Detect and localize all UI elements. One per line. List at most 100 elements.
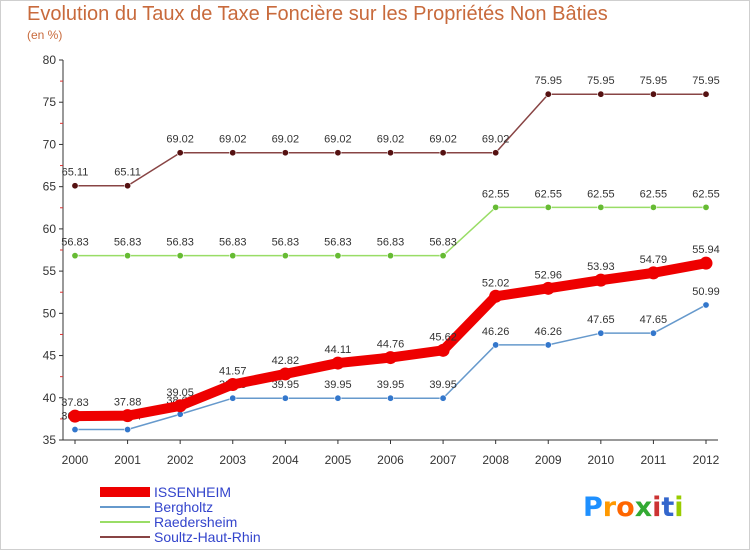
logo-letter: x — [634, 492, 653, 523]
data-label: 69.02 — [166, 134, 194, 146]
data-label: 62.55 — [640, 188, 668, 200]
legend-swatch — [100, 535, 150, 538]
data-label: 75.95 — [640, 75, 668, 87]
data-point — [281, 252, 289, 260]
data-point — [492, 149, 500, 157]
data-label: 39.95 — [272, 379, 300, 391]
y-tick-label: 35 — [43, 433, 57, 447]
data-label: 69.02 — [429, 134, 457, 146]
data-point — [226, 378, 240, 392]
data-label: 75.95 — [692, 75, 720, 87]
data-point — [334, 149, 342, 157]
logo-letter: i — [674, 492, 684, 523]
data-point — [649, 203, 657, 211]
data-label: 56.83 — [429, 237, 457, 249]
data-label: 46.26 — [534, 326, 562, 338]
x-tick-label: 2001 — [114, 453, 141, 467]
legend-swatch — [100, 486, 150, 497]
data-label: 44.11 — [325, 344, 352, 356]
data-label: 65.11 — [62, 167, 89, 179]
data-label: 37.88 — [114, 397, 142, 409]
data-point — [121, 409, 135, 423]
y-tick-label: 55 — [43, 264, 57, 278]
y-tick-label: 60 — [43, 222, 57, 236]
chart-subtitle: (en %) — [27, 28, 63, 42]
data-point — [281, 394, 289, 402]
legend-label: Raedersheim — [154, 513, 238, 530]
data-label: 69.02 — [324, 134, 352, 146]
y-tick-label: 70 — [43, 137, 57, 151]
data-label: 41.57 — [219, 366, 247, 378]
x-tick-label: 2006 — [377, 453, 404, 467]
data-label: 69.02 — [219, 134, 247, 146]
data-point — [594, 273, 608, 287]
data-label: 62.55 — [692, 188, 720, 200]
data-point — [71, 426, 79, 434]
data-point — [436, 343, 450, 357]
x-tick-label: 2009 — [535, 453, 562, 467]
data-point — [544, 203, 552, 211]
x-tick-label: 2010 — [587, 453, 614, 467]
data-point — [334, 394, 342, 402]
data-point — [124, 252, 132, 260]
data-point — [173, 399, 187, 413]
data-point — [699, 256, 713, 270]
data-point — [176, 149, 184, 157]
data-label: 53.93 — [587, 261, 615, 273]
chart-legend: ISSENHEIM Bergholtz Raedersheim Soultz-Haut… — [100, 484, 261, 544]
x-tick-label: 2012 — [693, 453, 720, 467]
data-point — [492, 203, 500, 211]
legend-label: Soultz-Haut-Rhin — [154, 528, 261, 545]
data-point — [439, 252, 447, 260]
data-label: 39.05 — [166, 387, 194, 399]
data-label: 46.26 — [482, 326, 510, 338]
x-tick-label: 2005 — [325, 453, 352, 467]
data-point — [541, 281, 555, 295]
data-point — [544, 341, 552, 349]
y-tick-label: 65 — [43, 180, 57, 194]
data-point — [439, 149, 447, 157]
data-label: 52.02 — [482, 277, 510, 289]
data-point — [229, 394, 237, 402]
logo-letter: t — [661, 492, 675, 523]
legend-label: ISSENHEIM — [154, 483, 232, 500]
line-chart: 35 40 45 50 55 60 65 70 75 80 2000 2001 2002 2003 2004… — [43, 53, 720, 467]
data-point — [176, 252, 184, 260]
series-soultz-haut-rhin: 65.11 65.11 69.02 69.02 69.02 69.02 69.02 69.02… — [62, 75, 720, 190]
data-label: 69.02 — [377, 134, 405, 146]
data-label: 69.02 — [272, 134, 300, 146]
x-tick-label: 2004 — [272, 453, 299, 467]
data-label: 54.79 — [640, 254, 668, 266]
data-point — [386, 252, 394, 260]
data-point — [386, 394, 394, 402]
data-label: 47.65 — [587, 314, 615, 326]
series-issenheim: 37.83 37.88 39.05 41.57 42.82 44.11 44.76 45.62… — [61, 244, 720, 423]
data-point — [331, 356, 345, 370]
data-point — [386, 149, 394, 157]
data-label: 45.62 — [429, 331, 457, 343]
data-point — [334, 252, 342, 260]
data-label: 56.83 — [114, 237, 142, 249]
data-point — [71, 182, 79, 190]
x-tick-label: 2011 — [641, 453, 667, 467]
data-label: 47.65 — [640, 314, 668, 326]
data-label: 56.83 — [272, 237, 300, 249]
legend-item: Bergholtz — [100, 499, 261, 514]
data-label: 56.83 — [219, 237, 247, 249]
data-point — [702, 301, 710, 309]
data-point — [439, 394, 447, 402]
data-label: 37.83 — [61, 397, 89, 409]
data-label: 52.96 — [534, 269, 562, 281]
data-point — [544, 90, 552, 98]
data-point — [124, 426, 132, 434]
data-label: 56.83 — [377, 237, 405, 249]
x-tick-label: 2007 — [430, 453, 457, 467]
data-point — [649, 90, 657, 98]
y-tick-label: 80 — [43, 53, 57, 67]
y-tick-label: 40 — [43, 391, 57, 405]
data-label: 56.83 — [324, 237, 352, 249]
data-label: 55.94 — [692, 244, 720, 256]
data-point — [492, 341, 500, 349]
data-label: 56.83 — [166, 237, 194, 249]
data-label: 44.76 — [377, 339, 405, 351]
